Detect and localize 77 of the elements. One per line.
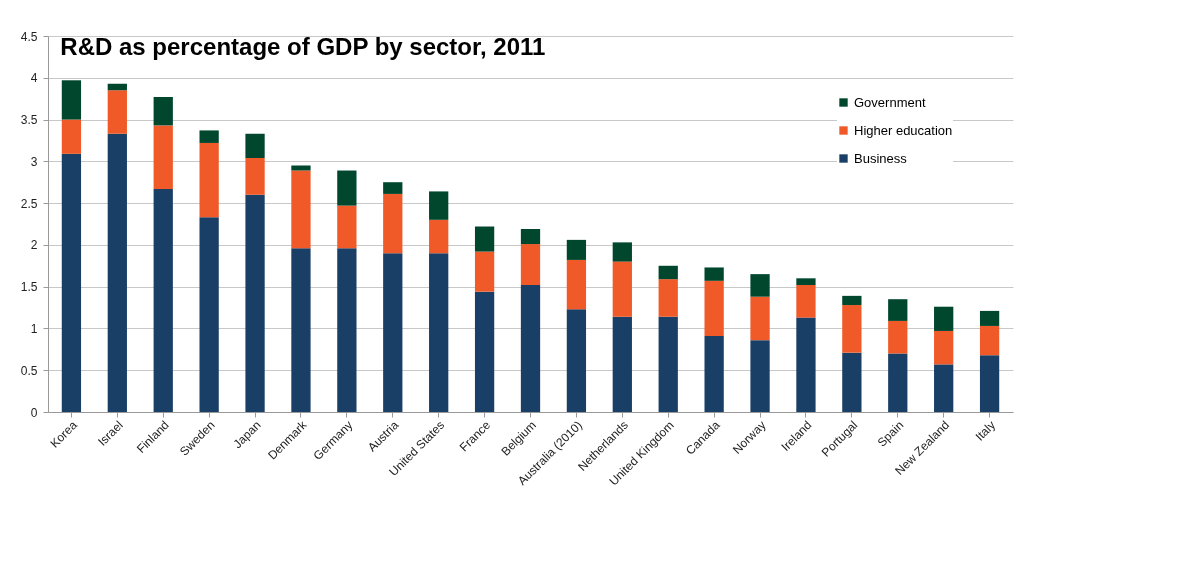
- bar: [337, 248, 357, 412]
- bar: [153, 188, 173, 412]
- bar: [520, 244, 541, 285]
- bar: [199, 142, 219, 218]
- bar: [612, 242, 632, 262]
- bar: [888, 353, 908, 412]
- bar: [842, 352, 862, 412]
- bar: [61, 80, 82, 120]
- y-tick-label: 1.5: [20, 280, 38, 295]
- bar: [658, 265, 678, 280]
- bar: [245, 157, 265, 195]
- bar: [796, 278, 816, 285]
- bar: [842, 305, 862, 353]
- bar: [291, 248, 311, 412]
- bar: [245, 133, 265, 158]
- y-tick-label: 2.5: [20, 196, 38, 211]
- y-tick-label: 0: [30, 405, 38, 420]
- bar: [474, 251, 495, 292]
- y-tick-label: 4: [30, 71, 38, 86]
- bar: [612, 316, 632, 412]
- y-tick-label: 1: [30, 321, 38, 336]
- bar: [704, 267, 724, 281]
- bar: [979, 355, 1000, 412]
- bar: [566, 259, 587, 310]
- bar: [153, 97, 173, 126]
- bar: [979, 325, 1000, 356]
- bar: [842, 295, 862, 306]
- bar: [429, 191, 449, 220]
- bar: [61, 153, 82, 412]
- chart-title: R&D as percentage of GDP by sector, 2011: [60, 33, 546, 60]
- bar: [566, 239, 587, 260]
- bar: [61, 119, 82, 154]
- bar: [704, 335, 724, 412]
- bar: [520, 285, 541, 412]
- bar: [337, 170, 357, 206]
- bar: [199, 130, 219, 143]
- bar: [934, 330, 954, 365]
- bar: [153, 125, 173, 189]
- bar: [888, 320, 908, 354]
- bar: [934, 364, 954, 412]
- bar: [750, 340, 770, 412]
- bar: [979, 310, 1000, 326]
- bar: [429, 253, 449, 412]
- bar: [245, 194, 265, 412]
- bar: [796, 285, 816, 318]
- y-tick-label: 2: [30, 238, 38, 253]
- bar: [750, 296, 770, 341]
- y-tick-label: 3: [30, 154, 38, 169]
- bar: [107, 133, 127, 412]
- legend-label: Government: [854, 94, 926, 110]
- bar: [291, 170, 311, 249]
- bar: [107, 90, 127, 134]
- bar: [750, 274, 770, 297]
- y-tick-label: 4.5: [20, 29, 38, 44]
- bar: [796, 317, 816, 412]
- bar: [199, 217, 219, 412]
- bar: [520, 229, 541, 245]
- legend-label: Business: [854, 150, 908, 166]
- bar: [704, 280, 724, 336]
- bar: [337, 205, 357, 249]
- bar: [474, 291, 495, 412]
- legend-label: Higher education: [854, 122, 953, 138]
- bar: [658, 316, 678, 412]
- bar: [658, 279, 678, 317]
- y-tick-label: 0.5: [20, 363, 38, 378]
- bar: [291, 165, 311, 171]
- bar: [383, 193, 403, 254]
- bar: [566, 309, 587, 412]
- bar: [429, 219, 449, 254]
- bar: [383, 182, 403, 194]
- bar: [474, 226, 495, 252]
- bar: [934, 306, 954, 331]
- bar: [383, 253, 403, 412]
- y-tick-label: 3.5: [20, 113, 38, 128]
- x-tick-label: Italy: [972, 418, 999, 444]
- bar: [888, 299, 908, 321]
- bar: [612, 261, 632, 317]
